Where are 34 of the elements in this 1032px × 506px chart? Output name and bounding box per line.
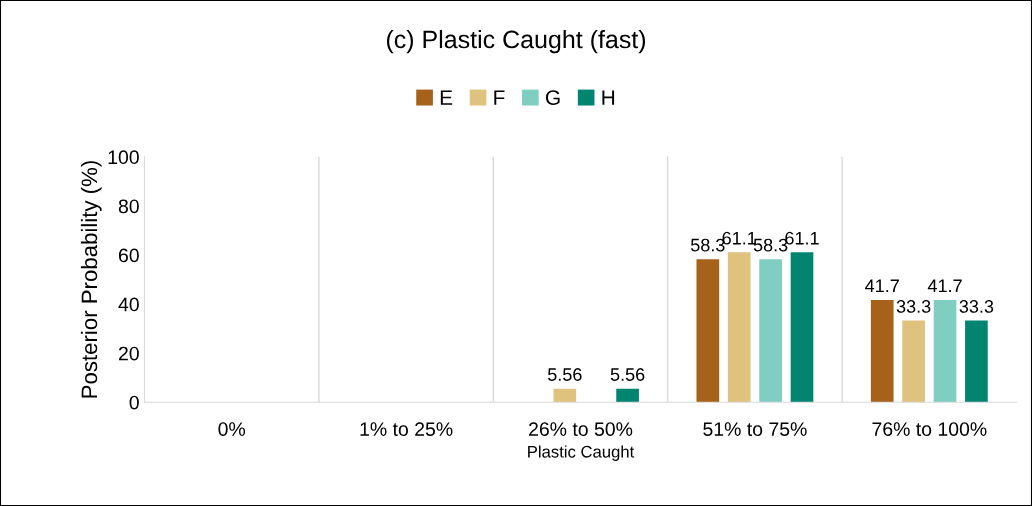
y-tick-label: 20	[118, 346, 139, 361]
data-label: 41.7	[865, 279, 899, 293]
y-tick-label: 60	[118, 248, 139, 263]
x-tick-label: 1% to 25%	[360, 422, 453, 436]
data-label: 5.56	[547, 368, 582, 381]
x-tick-label: 51% to 75%	[703, 422, 807, 436]
bar	[902, 320, 925, 403]
bar	[616, 388, 639, 403]
data-label: 33.3	[959, 300, 994, 313]
y-axis-title: Posterior Probability (%)	[80, 161, 102, 398]
x-tick-label: 76% to 100%	[872, 422, 987, 436]
y-tick-label: 80	[118, 199, 139, 214]
data-label: 33.3	[896, 300, 931, 313]
y-tick-label: 40	[118, 297, 139, 312]
y-tick-label: 0	[129, 395, 139, 410]
legend-label: G	[545, 90, 560, 105]
bar	[727, 252, 751, 403]
bar	[965, 320, 988, 403]
bar	[933, 299, 957, 403]
bar	[870, 299, 894, 403]
x-axis-title: Plastic Caught	[528, 445, 635, 461]
legend-label: E	[440, 90, 453, 105]
y-tick-label: 100	[108, 150, 139, 165]
bar	[553, 388, 577, 403]
x-tick-label: 0%	[218, 422, 246, 436]
x-tick-label: 26% to 50%	[529, 422, 633, 436]
legend-label: H	[602, 90, 615, 105]
legend-label: F	[494, 90, 505, 105]
bar	[790, 252, 814, 403]
data-label: 5.56	[610, 368, 645, 381]
chart-title: (c) Plastic Caught (fast)	[386, 29, 646, 54]
bar	[696, 259, 720, 403]
bar	[759, 259, 782, 403]
data-label: 41.7	[927, 279, 962, 293]
